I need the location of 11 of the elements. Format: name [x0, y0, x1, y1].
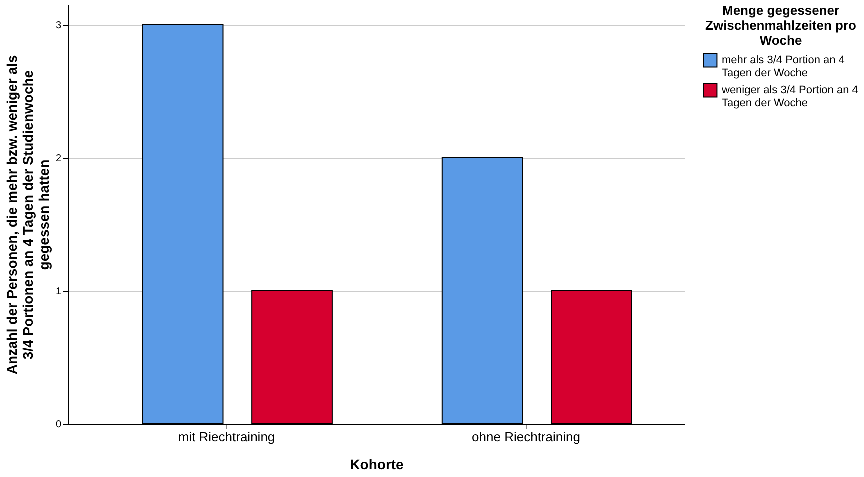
y-axis-title: Anzahl der Personen, die mehr bzw. weniger als 3/4 Portionen an 4 Tagen der Studienwoche gegessen hatten: [4, 55, 52, 375]
legend-title: Menge gegessener Zwischenmahlzeiten pro Woche: [706, 3, 857, 48]
x-tick-label: ohne Riechtraining: [472, 430, 580, 444]
y-tick-label: 1: [56, 286, 62, 298]
x-tick-label: mit Riechtraining: [178, 430, 276, 444]
y-tick-label: 2: [56, 153, 62, 164]
y-tick-label: 3: [56, 20, 62, 32]
legend-label: mehr als 3/4 Portion an 4 Tagen der Woche: [722, 54, 845, 80]
legend-label: weniger als 3/4 Portion an 4 Tagen der Woche: [721, 84, 858, 110]
y-tick-label: 0: [56, 420, 62, 430]
x-axis-title: Kohorte: [350, 456, 404, 472]
